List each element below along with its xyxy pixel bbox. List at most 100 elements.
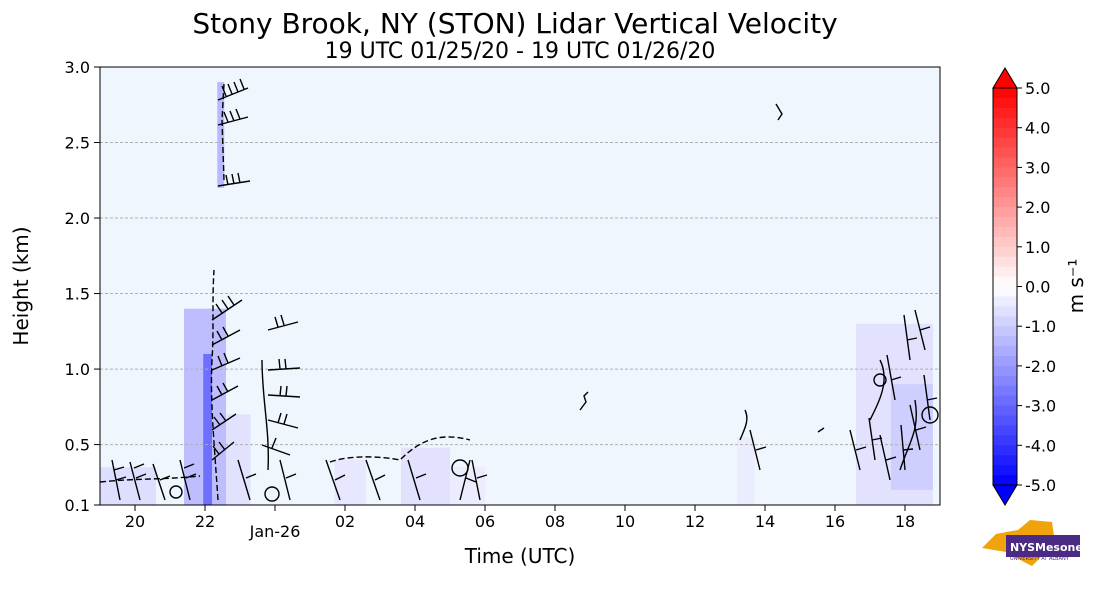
plot-frame xyxy=(99,66,941,506)
x-tick-label: 16 xyxy=(825,512,845,531)
colorbar-segment xyxy=(993,187,1017,198)
chart-subtitle: 19 UTC 01/25/20 - 19 UTC 01/26/20 xyxy=(325,39,716,64)
logo-text-nys: NYS xyxy=(1010,541,1035,554)
velocity-region xyxy=(217,82,225,188)
colorbar-segment xyxy=(993,395,1017,407)
colorbar-segment xyxy=(993,346,1017,357)
velocity-contours xyxy=(99,83,939,502)
colorbar-segment xyxy=(993,296,1017,307)
colorbar-segment xyxy=(993,256,1017,268)
y-tick-label: 1.5 xyxy=(65,285,90,304)
colorbar-segment xyxy=(993,137,1017,149)
x-axis-label: Time (UTC) xyxy=(464,544,576,568)
colorbar-segment xyxy=(993,375,1017,387)
velocity-region xyxy=(100,467,156,505)
velocity-region xyxy=(737,437,755,505)
colorbar-min-extension xyxy=(992,484,1018,506)
colorbar-segment xyxy=(993,286,1017,297)
y-tick-label: 0.1 xyxy=(65,496,90,515)
x-tick-label: 18 xyxy=(895,512,915,531)
wind-barb-stack-23 xyxy=(261,314,301,456)
colorbar-tick-label: -1.0 xyxy=(1025,317,1056,336)
x-tick-label: 14 xyxy=(755,512,775,531)
wind-barbs xyxy=(111,78,938,501)
wind-barb-stack-22 xyxy=(211,78,251,461)
x-tick-label: 04 xyxy=(405,512,425,531)
x-tick-label: 10 xyxy=(615,512,635,531)
colorbar-segment xyxy=(993,405,1017,417)
gridlines xyxy=(100,142,940,446)
x-tick-label: 08 xyxy=(545,512,565,531)
colorbar-tick-label: 2.0 xyxy=(1025,198,1050,217)
colorbar-segment xyxy=(993,217,1017,228)
x-tick-label: Jan-26 xyxy=(249,522,301,541)
x-tick-label: 12 xyxy=(685,512,705,531)
x-tick-label: 20 xyxy=(125,512,145,531)
colorbar-segment xyxy=(993,425,1017,436)
x-tick-label: 22 xyxy=(195,512,215,531)
colorbar-segment xyxy=(993,435,1017,446)
colorbar-tick-label: -4.0 xyxy=(1025,436,1056,455)
colorbar-segment xyxy=(993,157,1017,168)
y-tick-label: 2.0 xyxy=(65,209,90,228)
colorbar-segment xyxy=(993,117,1017,129)
x-tick-label: 06 xyxy=(475,512,495,531)
y-tick-label: 1.0 xyxy=(65,360,90,379)
wind-barb-row-low xyxy=(111,459,488,501)
colorbar-segment xyxy=(993,316,1017,327)
velocity-region xyxy=(401,447,450,505)
wind-barb-cluster-17-18 xyxy=(749,309,938,481)
colorbar-tick-label: 4.0 xyxy=(1025,119,1050,138)
colorbar-tick-label: -3.0 xyxy=(1025,397,1056,416)
colorbar-ticks: 5.0 4.0 3.0 2.0 1.0 0.0 -1.0 -2.0 -3.0 -4.0 -5.0 xyxy=(1017,79,1056,495)
colorbar-segment xyxy=(993,127,1017,139)
colorbar-segment xyxy=(993,147,1017,158)
logo-text-org: UNIVERSITY AT ALBANY xyxy=(1010,556,1070,562)
colorbar-segment xyxy=(993,385,1017,397)
colorbar-segment xyxy=(993,336,1017,347)
colorbar-segment xyxy=(993,276,1017,287)
colorbar-segment xyxy=(993,88,1017,99)
colorbar-segment xyxy=(993,177,1017,188)
y-tick-label: 0.5 xyxy=(65,436,90,455)
colorbar-segment xyxy=(993,236,1017,248)
colorbar-segment xyxy=(993,415,1017,426)
colorbar-tick-label: 5.0 xyxy=(1025,79,1050,98)
x-tick-label: 02 xyxy=(335,512,355,531)
colorbar-tick-label: -2.0 xyxy=(1025,357,1056,376)
colorbar-segment xyxy=(993,355,1017,367)
y-tick-label: 3.0 xyxy=(65,58,90,77)
colorbar-segment xyxy=(993,365,1017,377)
colorbar-max-extension xyxy=(992,67,1018,89)
logo-text-mesonet: Mesonet xyxy=(1035,541,1088,554)
y-axis: 0.1 0.5 1.0 1.5 2.0 2.5 3.0 xyxy=(65,58,100,515)
colorbar-tick-label: 0.0 xyxy=(1025,278,1050,297)
velocity-region xyxy=(203,353,212,505)
colorbar-segment xyxy=(993,326,1017,337)
colorbar-tick-label: 3.0 xyxy=(1025,158,1050,177)
colorbar-segment xyxy=(993,207,1017,218)
colorbar-segment xyxy=(993,167,1017,178)
colorbar-segment xyxy=(993,465,1017,476)
chart-title: Stony Brook, NY (STON) Lidar Vertical Ve… xyxy=(192,7,837,40)
colorbar-segment xyxy=(993,455,1017,466)
y-axis-label: Height (km) xyxy=(9,226,33,345)
colorbar-segment xyxy=(993,475,1017,486)
colorbar-segment xyxy=(993,107,1017,119)
colorbar xyxy=(992,67,1018,506)
colorbar-segment xyxy=(993,266,1017,278)
colorbar-tick-label: -5.0 xyxy=(1025,476,1056,495)
plot-area xyxy=(99,66,941,506)
colorbar-segment xyxy=(993,445,1017,456)
colorbar-segment xyxy=(993,97,1017,109)
x-axis: 20 22 Jan-26 02 04 06 08 10 12 14 16 18 xyxy=(125,505,915,541)
colorbar-segment xyxy=(993,197,1017,208)
colorbar-segment xyxy=(993,226,1017,238)
colorbar-segment xyxy=(993,306,1017,317)
colorbar-tick-label: 1.0 xyxy=(1025,238,1050,257)
y-tick-label: 2.5 xyxy=(65,134,90,153)
nys-mesonet-logo: NYS Mesonet UNIVERSITY AT ALBANY xyxy=(982,520,1088,566)
colorbar-label: m s⁻¹ xyxy=(1064,259,1088,314)
colorbar-segment xyxy=(993,246,1017,258)
